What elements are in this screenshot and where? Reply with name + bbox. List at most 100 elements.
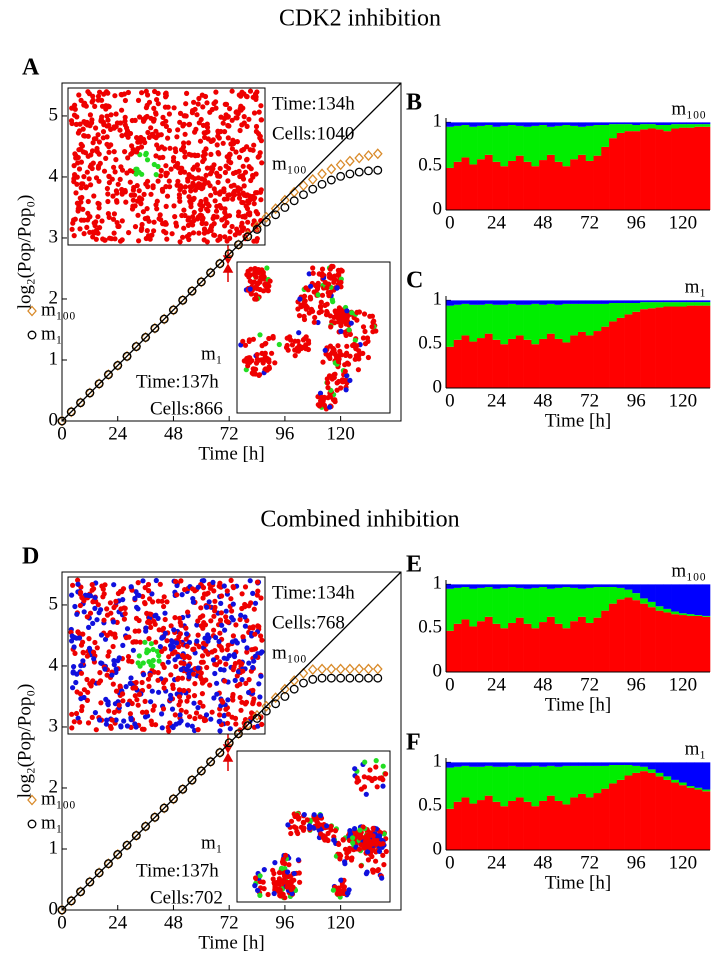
cell-dot	[278, 893, 283, 898]
bar-segment	[547, 766, 555, 796]
cell-dot	[159, 168, 164, 173]
cell-dot	[373, 859, 378, 864]
cell-dot	[362, 784, 367, 789]
bar-segment	[671, 122, 679, 124]
bar-segment	[539, 767, 547, 801]
bar-segment	[648, 607, 656, 672]
bar-segment	[702, 127, 710, 210]
cell-dot	[337, 856, 342, 861]
cell-dot	[88, 182, 93, 187]
cell-dot	[244, 204, 249, 209]
cell-dot	[122, 91, 127, 96]
bar-segment	[578, 766, 586, 794]
cell-dot	[195, 705, 200, 710]
cell-dot	[158, 582, 163, 587]
bar-segment	[702, 122, 710, 124]
bar-segment	[547, 762, 555, 766]
circle-marker	[328, 674, 336, 682]
bar-segment	[663, 609, 671, 613]
cell-dot	[171, 627, 176, 632]
cell-dot	[184, 709, 189, 714]
bar-segment	[524, 584, 532, 588]
cell-dot	[101, 135, 106, 140]
y-tick-label: 0.5	[418, 333, 442, 354]
cell-dot	[205, 129, 210, 134]
cell-dot	[311, 271, 316, 276]
cell-dot	[129, 151, 134, 156]
cell-dot	[214, 209, 219, 214]
cell-dot	[152, 220, 157, 225]
cell-dot	[257, 287, 262, 292]
cell-dot	[374, 758, 379, 763]
cell-dot	[117, 128, 122, 133]
bar-segment	[601, 762, 609, 766]
cell-dot	[72, 163, 77, 168]
bar-segment	[531, 806, 539, 850]
bar-segment	[531, 300, 539, 304]
bar-segment	[640, 122, 648, 124]
cell-dot	[137, 653, 142, 658]
cell-dot	[225, 178, 230, 183]
cell-dot	[78, 663, 83, 668]
cell-dot	[155, 678, 160, 683]
cell-dot	[233, 622, 238, 627]
bar-segment	[625, 590, 633, 598]
bar-segment	[555, 126, 563, 162]
bar-segment	[609, 138, 617, 210]
bar-segment	[656, 300, 664, 302]
bar-segment	[601, 611, 609, 672]
cell-dot	[192, 716, 197, 721]
bar-segment	[656, 125, 664, 129]
bar-segment	[462, 300, 470, 304]
cell-dot	[242, 614, 247, 619]
cell-dot	[352, 826, 357, 831]
bar-segment	[446, 762, 454, 767]
cell-dot	[247, 210, 252, 215]
cell-dot	[72, 604, 77, 609]
bar-segment	[562, 762, 570, 766]
cell-dot	[269, 351, 274, 356]
bar-segment	[679, 300, 687, 302]
cell-dot	[219, 623, 224, 628]
cell-dot	[259, 117, 264, 122]
cell-dot	[178, 239, 183, 244]
cell-dot	[90, 621, 95, 626]
bar-segment	[702, 306, 710, 388]
cell-dot	[217, 631, 222, 636]
bar-segment	[702, 584, 710, 616]
cell-dot	[184, 631, 189, 636]
cell-dot	[320, 397, 325, 402]
x-tick-label: 24	[487, 852, 507, 873]
cell-dot	[257, 893, 262, 898]
cell-dot	[176, 676, 181, 681]
cell-dot	[208, 152, 213, 157]
cell-dot	[94, 228, 99, 233]
cell-dot	[242, 120, 247, 125]
circle-marker	[318, 674, 326, 682]
bar-segment	[601, 327, 609, 388]
cell-dot	[197, 700, 202, 705]
cell-dot	[120, 643, 125, 648]
cell-dot	[373, 328, 378, 333]
bar-segment	[679, 615, 687, 672]
cell-dot	[108, 600, 113, 605]
cell-dot	[85, 614, 90, 619]
cell-dot	[243, 343, 248, 348]
bar-segment	[656, 776, 664, 850]
cell-dot	[217, 584, 222, 589]
cell-dot	[231, 602, 236, 607]
bar-segment	[547, 589, 555, 617]
cell-dot	[111, 619, 116, 624]
bar-segment	[547, 796, 555, 850]
bar-segment	[446, 306, 454, 347]
cell-dot	[92, 136, 97, 141]
cell-dot	[242, 183, 247, 188]
cell-dot	[357, 847, 362, 852]
cell-dot	[192, 130, 197, 135]
cell-dot	[225, 115, 230, 120]
cell-dot	[239, 224, 244, 229]
cell-dot	[296, 330, 301, 335]
x-tick-label: 0	[445, 674, 455, 695]
cell-dot	[161, 706, 166, 711]
bar-segment	[477, 588, 485, 621]
